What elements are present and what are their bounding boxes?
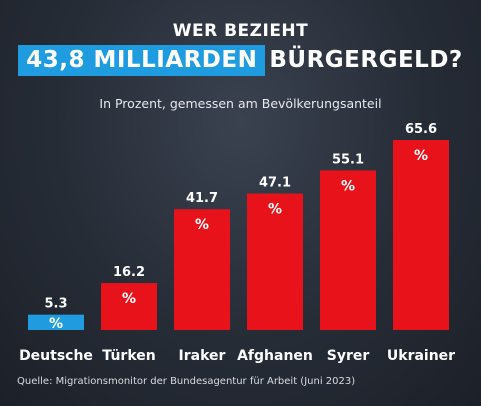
bar-4 [247, 193, 303, 330]
chart-subtitle: In Prozent, gemessen am Bevölkerungsante… [99, 96, 382, 111]
value-label-4: 47.1 [259, 176, 291, 191]
title-rest: BÜRGERGELD? [269, 47, 463, 73]
source-note: Quelle: Migrationsmonitor der Bundesagen… [17, 376, 356, 387]
category-label-4: Afghanen [237, 348, 313, 364]
title-line2: 43,8 MILLIARDEN BÜRGERGELD? [0, 45, 481, 76]
bar-1 [28, 314, 84, 330]
bar-5 [320, 170, 376, 330]
unit-label-4: % [268, 202, 282, 218]
category-label-1: Deutsche [19, 348, 93, 364]
unit-label-6: % [414, 148, 428, 164]
unit-label-3: % [195, 217, 209, 233]
value-label-5: 55.1 [332, 152, 364, 167]
value-label-6: 65.6 [405, 122, 437, 137]
bar-3 [174, 209, 230, 330]
title-line1: WER BEZIEHT [172, 21, 309, 41]
unit-label-5: % [341, 178, 355, 194]
value-label-2: 16.2 [113, 265, 145, 280]
title-highlight: 43,8 MILLIARDEN [18, 45, 266, 76]
value-label-1: 5.3 [44, 297, 67, 312]
category-label-3: Iraker [179, 348, 226, 364]
bar-2 [101, 283, 157, 330]
category-label-2: Türken [102, 348, 155, 364]
unit-label-1: % [49, 316, 63, 332]
bar-6 [393, 140, 449, 330]
value-label-3: 41.7 [186, 191, 218, 206]
category-label-5: Syrer [327, 348, 370, 364]
unit-label-2: % [122, 291, 136, 307]
category-label-6: Ukrainer [387, 348, 455, 364]
